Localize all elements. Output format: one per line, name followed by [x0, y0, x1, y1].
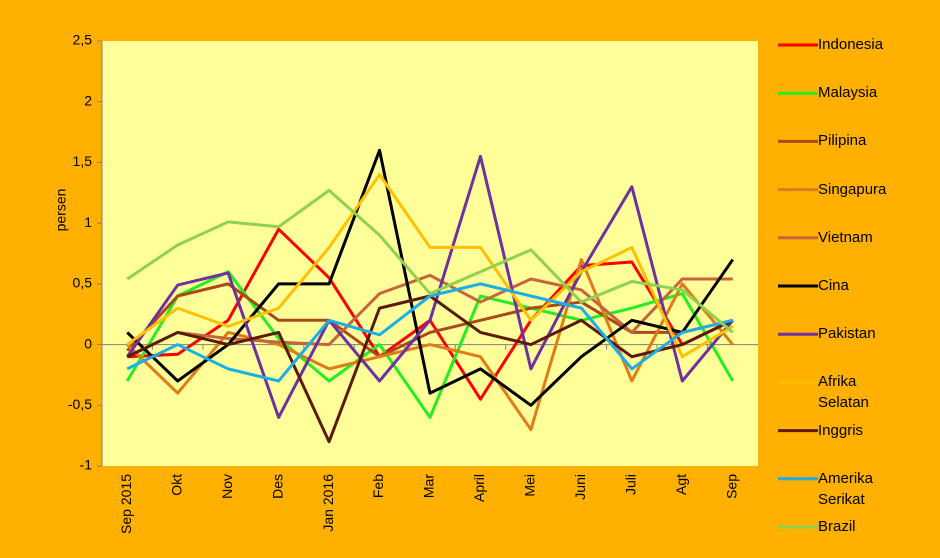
- series-line: [126, 273, 733, 359]
- x-tick-label: Juli: [623, 474, 639, 495]
- legend-label: Afrika Selatan: [818, 373, 869, 412]
- x-tick-label: Juni: [572, 474, 588, 500]
- x-tick-label: Feb: [370, 474, 386, 498]
- series-line: [126, 282, 734, 383]
- plot-area: [102, 41, 758, 466]
- x-tick-label: Sep 2015: [118, 474, 134, 534]
- y-tick-label: 1,5: [73, 153, 93, 169]
- x-tick-label: Okt: [168, 474, 184, 496]
- legend-label: Malaysia: [818, 84, 878, 102]
- x-tick-label: Nov: [219, 474, 235, 499]
- y-tick-label: -0,5: [68, 396, 92, 412]
- series-line: [126, 258, 734, 432]
- legend-label: Cina: [818, 277, 849, 294]
- y-tick-label: 0,5: [73, 275, 93, 291]
- x-tick-label: Mar: [421, 474, 437, 498]
- legend-label: Amerika Serikat: [818, 469, 874, 508]
- x-tick-label: Des: [269, 474, 285, 499]
- x-tick-label: Sep: [723, 474, 739, 499]
- series-line: [126, 154, 734, 419]
- y-axis-label: persen: [53, 189, 69, 232]
- x-tick-label: Mei: [522, 474, 538, 497]
- y-tick-label: 2,5: [73, 32, 93, 48]
- legend-label: Vietnam: [818, 228, 873, 246]
- series-line: [126, 173, 734, 359]
- legend-label: Indonesia: [818, 36, 884, 53]
- y-tick-label: 2: [84, 92, 92, 108]
- legend-label: Brazil: [818, 518, 856, 535]
- legend-label: Pakistan: [818, 325, 876, 343]
- x-tick-label: April: [471, 474, 487, 502]
- legend-label: Inggris: [818, 421, 864, 439]
- legend-label: Pilipina: [818, 132, 867, 150]
- x-tick-label: Agt: [673, 474, 689, 495]
- series-line: [126, 188, 734, 334]
- x-tick-label: Jan 2016: [320, 474, 336, 532]
- legend-label: Singapura: [818, 180, 887, 198]
- y-tick-label: 0: [84, 335, 92, 351]
- y-tick-label: -1: [80, 457, 93, 473]
- y-tick-label: 1: [84, 214, 92, 230]
